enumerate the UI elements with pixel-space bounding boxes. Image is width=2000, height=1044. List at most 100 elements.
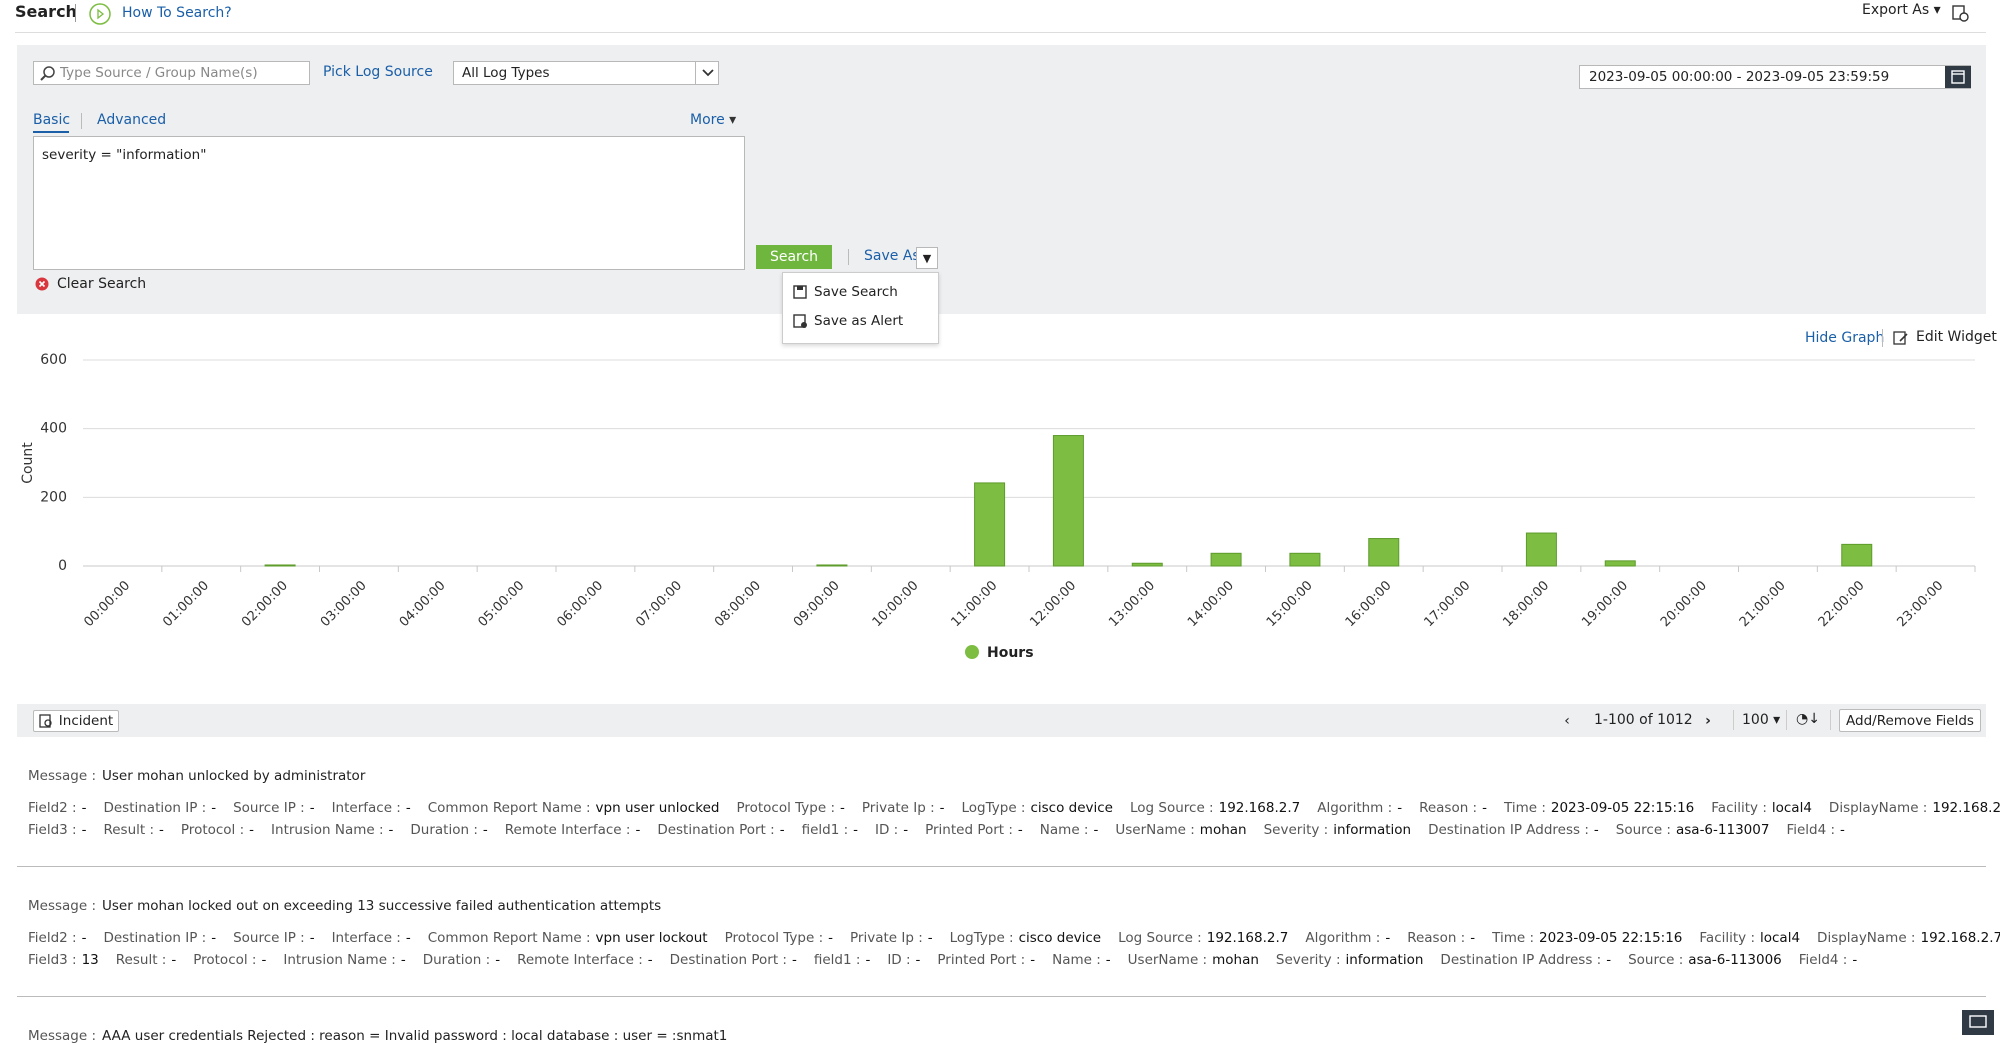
prev-page[interactable]: ‹	[1564, 713, 1570, 729]
divider	[1830, 710, 1831, 730]
field-label: ID :	[875, 822, 899, 838]
field-value: -	[1093, 822, 1099, 838]
field-value: -	[81, 930, 87, 946]
hide-graph[interactable]: Hide Graph	[1805, 330, 1885, 346]
bar	[1210, 552, 1242, 567]
incident-label[interactable]: Incident	[58, 713, 114, 729]
field-value: -	[1840, 822, 1845, 838]
field-value: -	[1606, 952, 1612, 968]
tab-advanced[interactable]: Advanced	[97, 112, 167, 128]
log-type-select[interactable]: All Log Types	[453, 61, 719, 85]
field-value: 2023-09-05 22:15:16	[1550, 800, 1695, 816]
field-label: Destination IP :	[103, 930, 207, 946]
field: Source : asa-6-113007	[1616, 822, 1770, 838]
incident-button[interactable]: Incident	[33, 710, 119, 732]
field-value: -	[261, 952, 267, 968]
save-as[interactable]: Save As	[864, 248, 920, 264]
bar	[974, 482, 1006, 567]
date-range[interactable]: 2023-09-05 00:00:00 - 2023-09-05 23:59:5…	[1579, 65, 1971, 89]
field-value: -	[405, 930, 411, 946]
field-value: -	[840, 800, 845, 816]
field-value: cisco device	[1030, 800, 1113, 816]
field: Log Source :192.168.2.7	[1118, 930, 1288, 946]
export-label[interactable]: Export As	[1862, 2, 1930, 18]
chat-button[interactable]	[1962, 1010, 1994, 1035]
page-range: 1-100 of 1012	[1594, 712, 1693, 728]
tab-basic[interactable]: Basic	[33, 112, 71, 128]
field-label: Field2 :	[28, 930, 77, 946]
record-separator	[17, 866, 1986, 867]
field-row: Field3 : - Result : - Protocol : - Intrusion N…	[28, 822, 1845, 838]
message-text: User mohan locked out on exceeding 13 su…	[102, 898, 662, 914]
log-type-value: All Log Types	[462, 65, 550, 81]
source-placeholder: Type Source / Group Name(s)	[60, 65, 258, 81]
help-link[interactable]: How To Search?	[122, 5, 232, 21]
edit-widget[interactable]: Edit Widget	[1916, 329, 1997, 345]
field-value: -	[309, 800, 315, 816]
field-value: 2023-09-05 22:15:16	[1539, 930, 1683, 946]
field-label: Source IP :	[233, 800, 305, 816]
page-size-value[interactable]: 100	[1742, 712, 1769, 728]
settings-icon[interactable]	[1950, 3, 1970, 23]
search-button[interactable]: Search	[756, 245, 832, 269]
field-value: -	[81, 800, 87, 816]
y-tick-label: 0	[58, 558, 67, 574]
menu-item[interactable]: Save as Alert	[814, 313, 904, 329]
field-label: Field4 :	[1798, 952, 1848, 968]
field: Time :2023-09-05 22:15:16	[1504, 800, 1694, 816]
calendar-button[interactable]	[1945, 66, 1971, 88]
add-remove-fields[interactable]: Add/Remove Fields	[1839, 709, 1981, 732]
field-label: Protocol :	[193, 952, 257, 968]
field-label: Time :	[1492, 930, 1534, 946]
field-value: -	[405, 800, 411, 816]
alert-icon	[793, 314, 807, 328]
edit-icon[interactable]	[1893, 330, 1909, 346]
field: Severity : information	[1276, 952, 1424, 968]
field-value: -	[211, 800, 217, 816]
bar	[1368, 538, 1400, 567]
clear-search[interactable]: Clear Search	[57, 276, 147, 292]
field-label: DisplayName :	[1817, 930, 1916, 946]
export-menu[interactable]: Export As ▾	[1862, 2, 1941, 18]
field-label: Name :	[1039, 822, 1089, 838]
next-page[interactable]: ›	[1705, 713, 1711, 729]
field-label: Destination IP :	[103, 800, 207, 816]
page-size[interactable]: 100 ▾	[1742, 712, 1781, 728]
field: Source IP :-	[233, 800, 315, 816]
sort-toggle[interactable]: ◔↓	[1796, 711, 1820, 727]
field: Destination Port :-	[670, 952, 797, 968]
field-label: Field3 :	[28, 822, 77, 838]
tab-underline	[33, 131, 69, 133]
bar	[264, 564, 296, 567]
y-tick-label: 200	[40, 489, 67, 505]
field: Destination IP Address :-	[1428, 822, 1599, 838]
field: Common Report Name : vpn user unlocked	[428, 800, 720, 816]
field: Reason :-	[1419, 800, 1487, 816]
message-row: Message : User mohan locked out on exceed…	[28, 898, 661, 914]
play-icon[interactable]	[88, 2, 112, 26]
field-value: information	[1345, 952, 1424, 968]
menu-item[interactable]: Save Search	[814, 284, 898, 300]
divider	[1882, 329, 1883, 347]
more-menu[interactable]: More ▾	[690, 112, 737, 128]
more-label[interactable]: More	[690, 112, 725, 128]
field: Result :-	[116, 952, 176, 968]
field-value: local4	[1771, 800, 1812, 816]
field-value: -	[171, 952, 177, 968]
clear-icon[interactable]	[34, 276, 50, 292]
field: Name :-	[1040, 822, 1099, 838]
query-box[interactable]: severity = "information"	[33, 136, 745, 270]
field-label: Destination IP Address :	[1428, 822, 1589, 838]
field-value: -	[939, 800, 945, 816]
field-value: local4	[1760, 930, 1801, 946]
pick-source-link[interactable]: Pick Log Source	[323, 64, 433, 80]
field: DisplayName :192.168.2.7	[1817, 930, 2000, 946]
field-value: mohan	[1212, 952, 1259, 968]
field-label: Protocol :	[180, 822, 245, 838]
field-label: Log Source :	[1118, 930, 1202, 946]
save-as-toggle[interactable]: ▼	[916, 247, 938, 269]
source-input[interactable]: Type Source / Group Name(s)	[33, 61, 310, 85]
field-label: Interface :	[331, 800, 401, 816]
field-value: -	[1017, 822, 1023, 838]
field-label: Result :	[103, 822, 155, 838]
